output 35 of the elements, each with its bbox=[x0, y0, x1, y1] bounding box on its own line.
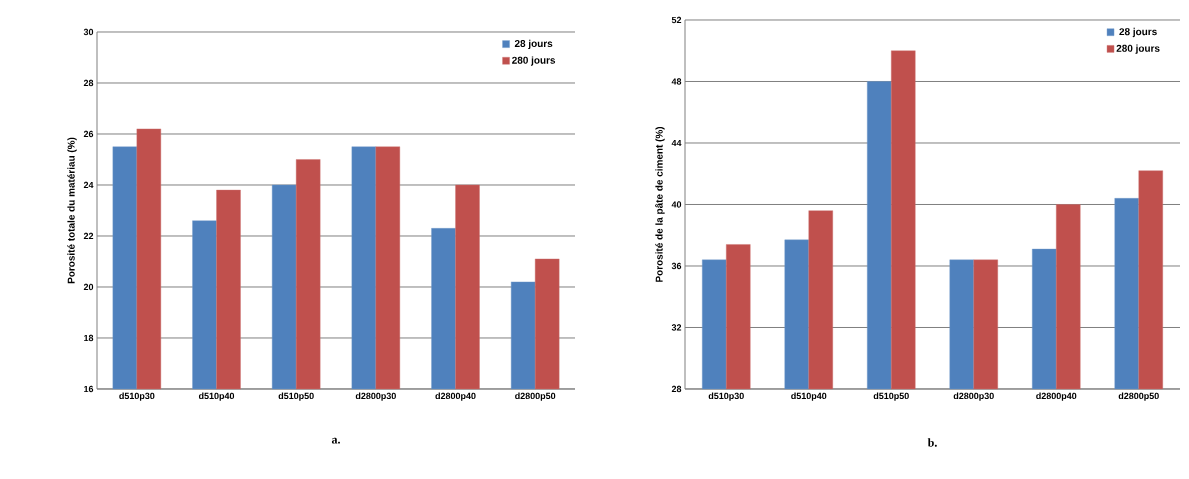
y-tick-label: 30 bbox=[83, 28, 94, 36]
y-tick-label: 52 bbox=[671, 16, 682, 24]
y-tick-label: 40 bbox=[671, 201, 682, 208]
y-tick-label: 16 bbox=[84, 385, 94, 393]
y-tick-label: 24 bbox=[83, 181, 94, 189]
legend-label: 280 jours bbox=[512, 56, 556, 66]
y-tick-label: 18 bbox=[84, 334, 94, 342]
y-tick-label: 20 bbox=[83, 283, 94, 291]
x-tick-label: d510p40 bbox=[791, 392, 827, 401]
y-tick-label: 28 bbox=[83, 79, 94, 87]
y-tick-label: 22 bbox=[83, 232, 94, 240]
x-tick-label: d2800p40 bbox=[435, 392, 476, 401]
legend-label: 28 jours bbox=[1119, 27, 1157, 38]
y-tick-label: 32 bbox=[671, 324, 682, 331]
y-tick-label: 26 bbox=[83, 130, 94, 138]
y-tick-label: 28 bbox=[671, 385, 682, 393]
text: b. bbox=[927, 438, 937, 447]
y-axis-title: Porosité totale du matériau (%) bbox=[67, 137, 77, 284]
y-tick-label: 36 bbox=[671, 262, 682, 270]
x-tick-label: d2800p50 bbox=[1118, 392, 1159, 401]
x-tick-label: d510p50 bbox=[873, 392, 909, 401]
legend-label: 280 jours bbox=[1116, 44, 1160, 54]
x-tick-label: d2800p50 bbox=[515, 392, 556, 401]
y-tick-label: 44 bbox=[671, 139, 682, 147]
text: a. bbox=[331, 437, 340, 444]
x-tick-label: d510p50 bbox=[278, 392, 314, 401]
x-tick-label: d2800p40 bbox=[1036, 392, 1077, 401]
x-tick-label: d2800p30 bbox=[355, 392, 396, 401]
legend-label: 28 jours bbox=[514, 39, 553, 50]
x-tick-label: d510p40 bbox=[198, 392, 235, 401]
x-tick-label: d510p30 bbox=[119, 392, 155, 401]
y-tick-label: 48 bbox=[671, 78, 682, 85]
y-axis-title: Porosité de la pâte de ciment (%) bbox=[655, 126, 665, 282]
x-tick-label: d510p30 bbox=[708, 392, 744, 401]
x-tick-label: d2800p30 bbox=[953, 392, 994, 401]
